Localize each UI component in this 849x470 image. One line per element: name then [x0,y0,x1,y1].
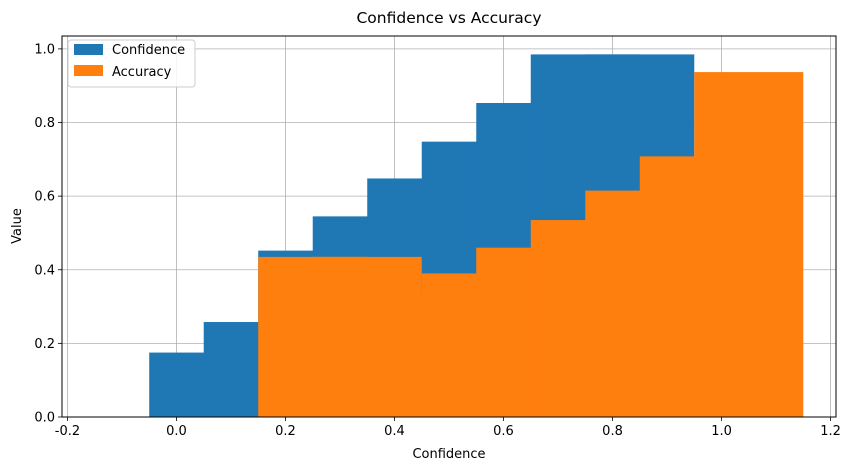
y-tick-label: 0.2 [34,337,55,352]
legend-label-accuracy: Accuracy [112,65,172,80]
x-tick-label: 1.0 [711,424,732,439]
x-tick-label: 0.6 [493,424,514,439]
legend: Confidence Accuracy [67,39,196,88]
y-tick-label: 0.4 [34,263,55,278]
x-tick-label: -0.2 [55,424,80,439]
chart-title: Confidence vs Accuracy [356,9,541,27]
x-tick-label: 0.0 [166,424,187,439]
x-tick-label: 0.4 [384,424,405,439]
ticks: -0.2 0.0 0.2 0.4 0.6 0.8 1.0 1.20.00.20.40.60.8… [34,42,841,439]
x-tick-label: 0.2 [275,424,296,439]
legend-swatch-confidence [74,44,103,55]
x-tick-label: 0.8 [602,424,623,439]
x-axis-label: Confidence [412,447,485,462]
y-tick-label: 0.8 [34,116,55,131]
y-axis-label: Value [10,208,25,244]
bars [149,54,804,418]
y-tick-label: 1.0 [34,42,55,57]
x-tick-label: 1.2 [820,424,841,439]
bar-accuracy [694,72,804,417]
y-tick-label: 0.0 [34,411,55,426]
legend-swatch-accuracy [74,65,103,76]
legend-label-confidence: Confidence [112,43,185,58]
y-tick-label: 0.6 [34,190,55,205]
plot-frame [61,35,837,418]
